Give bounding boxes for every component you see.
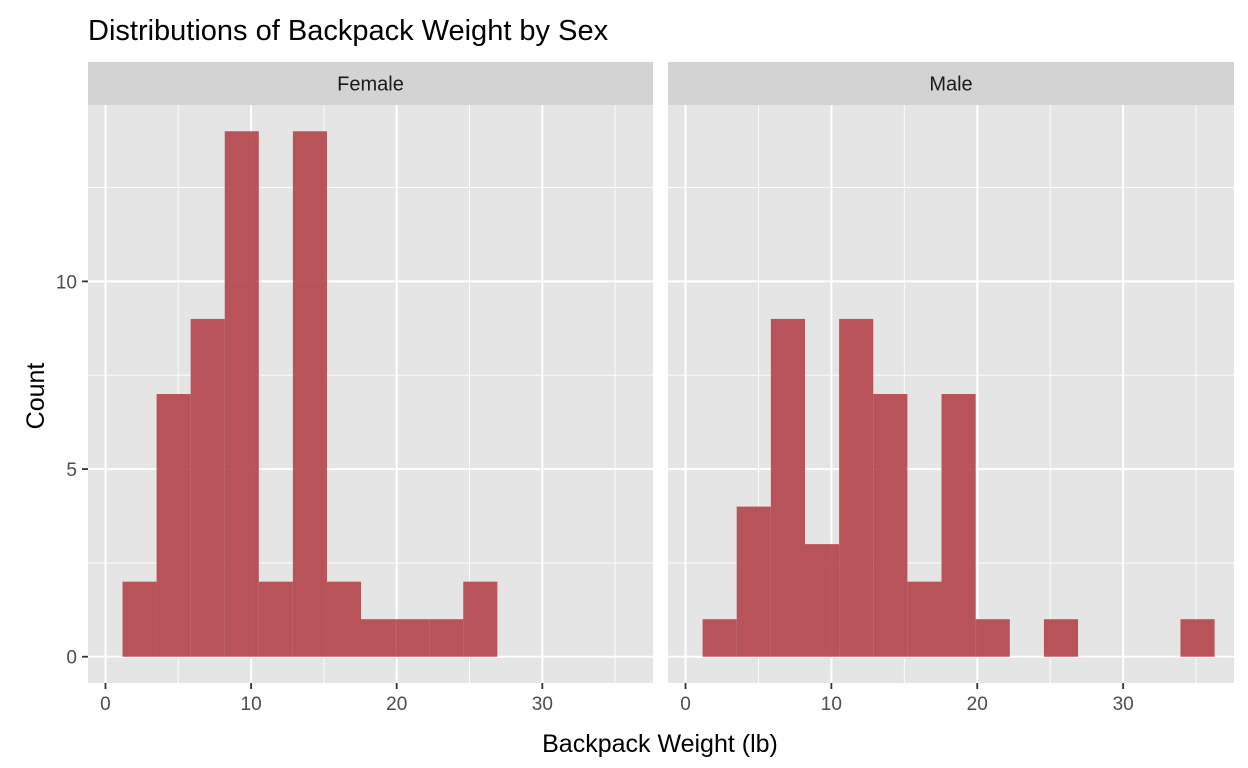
histogram-bar (907, 581, 942, 657)
x-axis-title: Backpack Weight (lb) (542, 730, 778, 758)
x-tick-label: 20 (967, 694, 988, 715)
facet-strip-male (668, 62, 1234, 105)
histogram-bar (429, 619, 464, 657)
histogram-bar (395, 619, 430, 657)
histogram-bar (702, 619, 737, 657)
histogram-bar (839, 318, 874, 657)
x-tick-label: 30 (1113, 694, 1134, 715)
facet-label-female: Female (337, 74, 404, 96)
histogram-bar (873, 394, 908, 657)
x-tick-label: 30 (532, 694, 553, 715)
histogram-bar (804, 544, 840, 657)
histogram-bar (122, 581, 157, 657)
x-tick-label: 10 (821, 694, 842, 715)
x-tick-label: 10 (241, 694, 262, 715)
y-tick-label: 0 (66, 648, 77, 669)
x-tick-label: 0 (100, 694, 111, 715)
facet-label-male: Male (929, 74, 972, 96)
facet-strip-female (88, 62, 653, 105)
histogram-bar (156, 394, 191, 657)
histogram-bar (736, 506, 771, 657)
y-axis-title: Count (22, 363, 50, 430)
histogram-bar (326, 581, 362, 657)
histogram-bar (463, 581, 498, 657)
histogram-bar (224, 131, 259, 657)
x-tick-label: 0 (680, 694, 691, 715)
histogram-bar (1043, 619, 1079, 657)
chart-title: Distributions of Backpack Weight by Sex (88, 15, 609, 47)
x-tick-label: 20 (386, 694, 407, 715)
y-tick-label: 10 (56, 272, 77, 293)
histogram-bar (941, 394, 976, 657)
y-tick-label: 5 (66, 460, 77, 481)
histogram-bar (770, 318, 805, 657)
histogram-bar (975, 619, 1010, 657)
histogram-bar (361, 619, 396, 657)
histogram-bar (258, 581, 293, 657)
histogram-bar (1180, 619, 1215, 657)
histogram-bar (292, 131, 327, 657)
histogram-bar (190, 318, 225, 657)
